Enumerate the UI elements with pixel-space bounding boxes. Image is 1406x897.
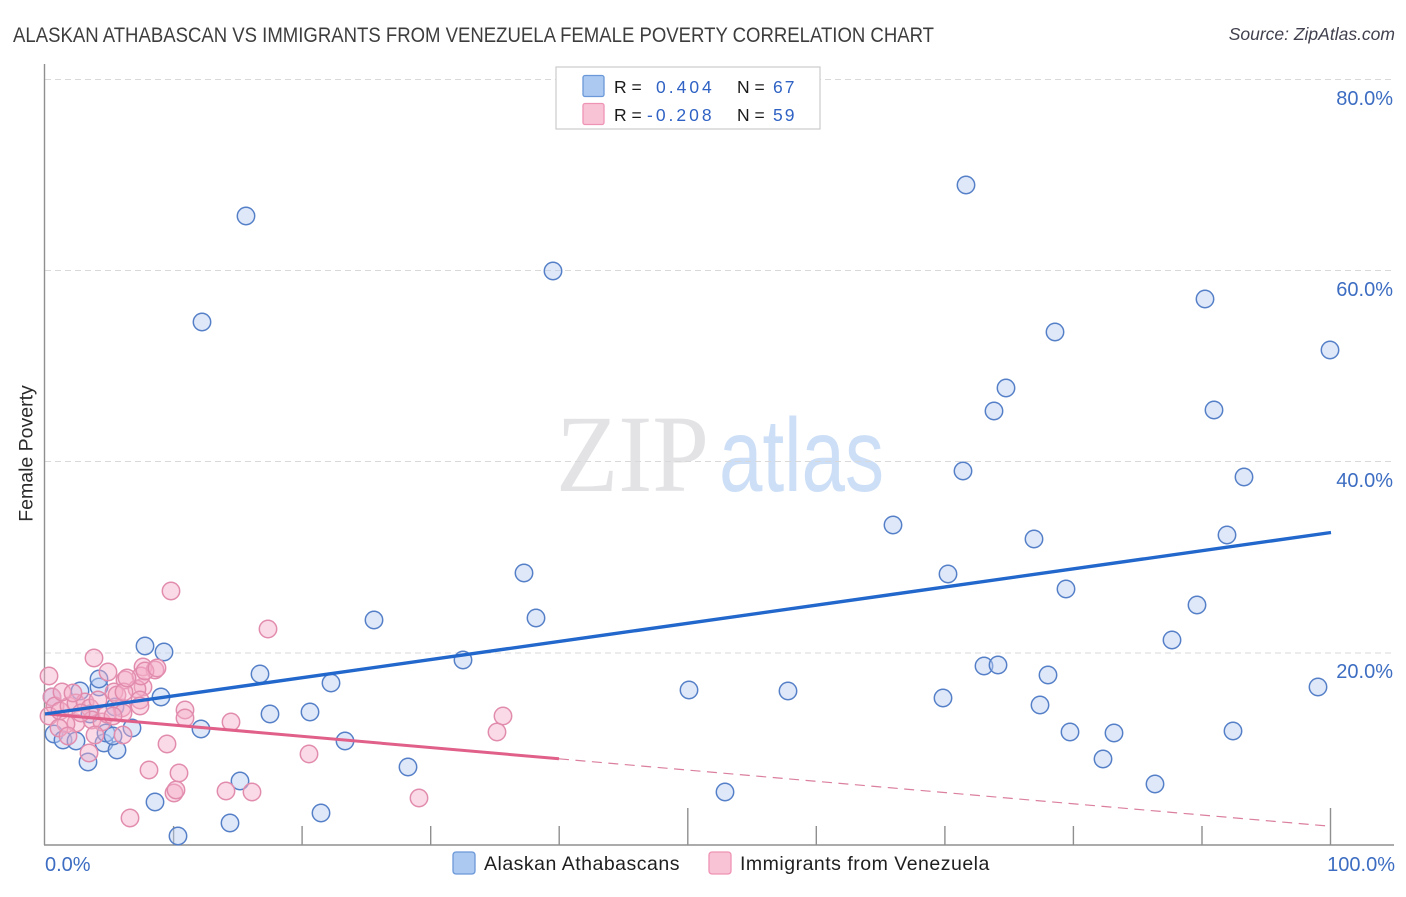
svg-text:0.0%: 0.0% (45, 854, 91, 876)
svg-text:ZIP: ZIP (556, 393, 709, 515)
svg-text:59: 59 (773, 105, 796, 125)
svg-text:Immigrants from Venezuela: Immigrants from Venezuela (740, 853, 990, 875)
svg-text:Female Poverty: Female Poverty (16, 385, 38, 522)
svg-text:60.0%: 60.0% (1336, 279, 1393, 301)
svg-text:N =: N = (737, 77, 765, 97)
svg-text:R =: R = (614, 77, 642, 97)
svg-text:40.0%: 40.0% (1336, 470, 1393, 492)
svg-text:-0.208: -0.208 (647, 105, 715, 125)
svg-text:N =: N = (737, 105, 765, 125)
svg-text:67: 67 (773, 77, 796, 97)
svg-text:ALASKAN ATHABASCAN VS IMMIGRAN: ALASKAN ATHABASCAN VS IMMIGRANTS FROM VE… (13, 23, 934, 47)
svg-text:80.0%: 80.0% (1336, 88, 1393, 110)
svg-text:100.0%: 100.0% (1327, 854, 1395, 876)
svg-text:R =: R = (614, 105, 642, 125)
svg-text:20.0%: 20.0% (1336, 661, 1393, 683)
svg-text:atlas: atlas (719, 398, 884, 514)
svg-text:0.404: 0.404 (656, 77, 715, 97)
svg-text:Source: ZipAtlas.com: Source: ZipAtlas.com (1229, 24, 1395, 44)
svg-text:Alaskan Athabascans: Alaskan Athabascans (484, 853, 680, 875)
